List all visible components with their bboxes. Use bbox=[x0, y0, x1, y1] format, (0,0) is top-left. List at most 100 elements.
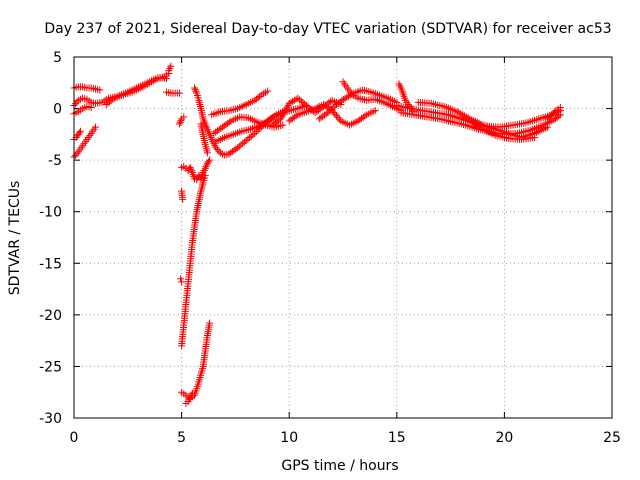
y-tick-label: 0 bbox=[53, 102, 62, 118]
axis-ticks: 0 5 10 15 20 25 5 0 -5 -10 -15 -20 -25 -30 bbox=[39, 50, 621, 446]
data-point-arc-5 bbox=[75, 129, 83, 137]
data-point-arc-1 bbox=[73, 98, 81, 106]
data-point-arc-9 bbox=[180, 113, 188, 121]
data-point-arc-21 bbox=[237, 141, 245, 149]
data-point-arc-21 bbox=[261, 120, 269, 128]
data-point-arc-8 bbox=[175, 89, 183, 97]
data-point-arc-9 bbox=[177, 117, 185, 125]
data-point-arc-24 bbox=[324, 109, 332, 117]
data-point-arc-23 bbox=[361, 112, 369, 120]
data-point-arc-11 bbox=[201, 164, 209, 172]
data-point-arc-4 bbox=[92, 123, 100, 131]
data-point-arc-4 bbox=[73, 150, 81, 158]
data-point-arc-31 bbox=[551, 108, 559, 116]
data-point-arc-11 bbox=[202, 163, 210, 171]
data-point-arc-23 bbox=[335, 115, 343, 123]
data-points bbox=[70, 62, 564, 408]
y-tick-label: -10 bbox=[39, 205, 62, 221]
y-tick-label: -30 bbox=[39, 411, 62, 427]
x-tick-label: 0 bbox=[70, 430, 79, 446]
data-point-arc-24 bbox=[329, 104, 337, 112]
data-point-arc-9 bbox=[175, 120, 183, 128]
data-point-arc-16 bbox=[212, 144, 220, 152]
x-axis-label: GPS time / hours bbox=[281, 458, 398, 474]
data-point-arc-11 bbox=[186, 163, 194, 171]
data-point-arc-12 bbox=[201, 172, 209, 180]
data-point-arc-22 bbox=[302, 101, 310, 109]
data-point-arc-18 bbox=[256, 92, 264, 100]
y-tick-label: -20 bbox=[39, 308, 62, 324]
data-point-arc-22 bbox=[296, 96, 304, 104]
data-point-arc-16 bbox=[215, 147, 223, 155]
data-point-arc-13 bbox=[178, 278, 186, 286]
data-point-arc-3 bbox=[87, 104, 95, 112]
data-point-arc-21 bbox=[259, 121, 267, 129]
data-point-arc-21 bbox=[249, 131, 257, 139]
data-point-arc-1 bbox=[71, 100, 79, 108]
data-point-arc-29 bbox=[543, 123, 551, 131]
data-point-arc-24 bbox=[327, 105, 335, 113]
data-point-arc-21 bbox=[239, 139, 247, 147]
data-point-arc-14 bbox=[206, 319, 214, 327]
data-point-arc-11 bbox=[206, 156, 214, 164]
data-point-arc-23 bbox=[371, 107, 379, 115]
x-tick-label: 20 bbox=[495, 430, 513, 446]
data-point-arc-19 bbox=[279, 121, 287, 129]
data-point-arc-9 bbox=[176, 118, 184, 126]
data-point-arc-19 bbox=[225, 118, 233, 126]
data-point-arc-7 bbox=[167, 62, 175, 70]
data-point-arc-21 bbox=[254, 126, 262, 134]
data-point-arc-23 bbox=[333, 112, 341, 120]
data-point-arc-22 bbox=[299, 99, 307, 107]
data-point-arc-22 bbox=[294, 94, 302, 102]
grid-lines bbox=[74, 57, 612, 418]
x-tick-label: 15 bbox=[388, 430, 406, 446]
y-tick-label: -25 bbox=[39, 359, 62, 375]
chart-title: Day 237 of 2021, Sidereal Day-to-day VTE… bbox=[44, 21, 611, 37]
y-tick-label: -5 bbox=[48, 153, 62, 169]
data-point-arc-4 bbox=[71, 151, 79, 159]
data-point-arc-23 bbox=[334, 114, 342, 122]
data-point-arc-21 bbox=[244, 135, 252, 143]
data-point-arc-21 bbox=[256, 124, 264, 132]
data-point-arc-21 bbox=[258, 123, 266, 131]
data-point-arc-16 bbox=[213, 145, 221, 153]
data-point-arc-11 bbox=[188, 167, 196, 175]
data-point-arc-22 bbox=[301, 100, 309, 108]
data-point-arc-21 bbox=[234, 144, 242, 152]
data-point-arc-21 bbox=[251, 129, 259, 137]
data-point-arc-13 bbox=[177, 275, 185, 283]
data-point-arc-21 bbox=[263, 118, 271, 126]
data-point-arc-21 bbox=[252, 128, 260, 136]
data-point-arc-10 bbox=[179, 195, 187, 203]
data-point-arc-17 bbox=[203, 149, 211, 157]
data-point-arc-21 bbox=[247, 132, 255, 140]
x-tick-label: 5 bbox=[177, 430, 186, 446]
data-point-arc-30 bbox=[531, 133, 539, 141]
data-point-arc-22 bbox=[297, 97, 305, 105]
data-point-arc-24 bbox=[331, 102, 339, 110]
data-point-arc-21 bbox=[242, 137, 250, 145]
data-point-arc-23 bbox=[331, 110, 339, 118]
data-point-arc-21 bbox=[265, 117, 273, 125]
data-point-arc-2 bbox=[96, 86, 104, 94]
data-point-arc-11 bbox=[205, 158, 212, 166]
data-point-arc-11 bbox=[187, 165, 195, 173]
data-point-arc-15 bbox=[188, 389, 196, 397]
y-tick-label: 5 bbox=[53, 50, 62, 66]
data-point-arc-31 bbox=[556, 104, 564, 112]
data-point-arc-21 bbox=[240, 138, 248, 146]
data-point-arc-21 bbox=[246, 134, 254, 142]
data-point-arc-23 bbox=[292, 112, 300, 120]
data-point-arc-24 bbox=[326, 107, 334, 115]
plot-frame bbox=[73, 56, 613, 419]
data-point-arc-24 bbox=[322, 110, 330, 118]
data-point-arc-6 bbox=[107, 97, 115, 105]
data-point-arc-21 bbox=[235, 142, 243, 150]
data-point-arc-18 bbox=[264, 87, 272, 95]
y-axis-label: SDTVAR / TECUs bbox=[7, 181, 23, 296]
x-tick-label: 10 bbox=[280, 430, 298, 446]
data-point-arc-11 bbox=[203, 161, 211, 169]
y-tick-label: -15 bbox=[39, 256, 62, 272]
